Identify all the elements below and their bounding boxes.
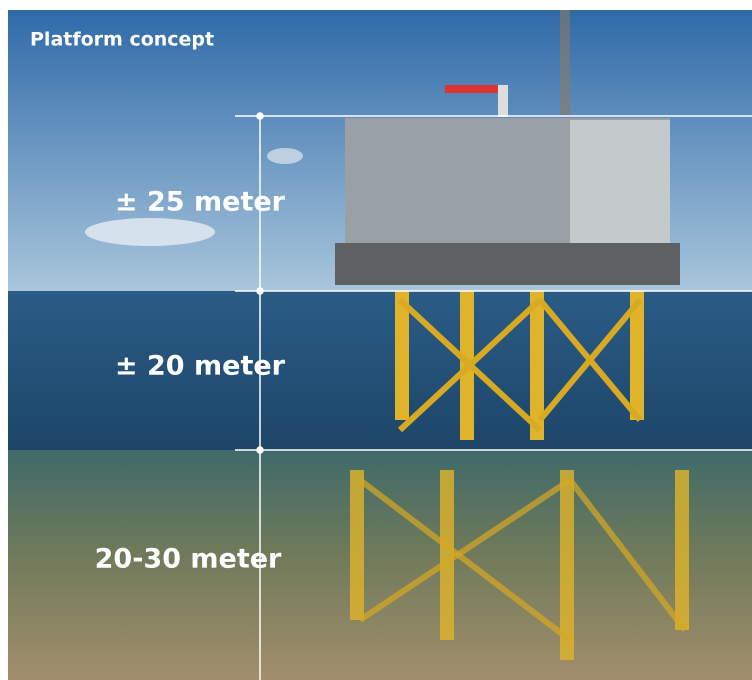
platform bbox=[335, 10, 689, 660]
section-label: 20-30 meter bbox=[95, 544, 282, 575]
title: Platform concept bbox=[30, 29, 214, 51]
measure-lines bbox=[235, 112, 752, 680]
section-label: ± 20 meter bbox=[115, 351, 286, 382]
section-label: ± 25 meter bbox=[115, 187, 286, 218]
